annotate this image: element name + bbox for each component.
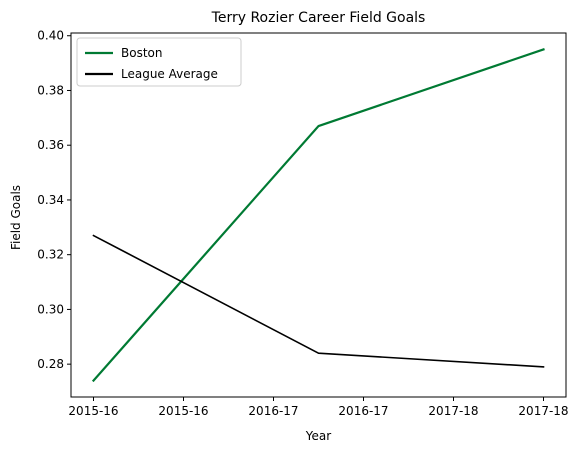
x-tick-label: 2015-16 — [68, 404, 118, 418]
x-axis-label: Year — [305, 429, 331, 443]
y-tick-label: 0.36 — [37, 138, 64, 152]
x-tick-label: 2016-17 — [338, 404, 388, 418]
legend-box — [76, 37, 242, 87]
x-tick-label: 2015-16 — [158, 404, 208, 418]
legend-label: Boston — [121, 46, 162, 60]
chart-title: Terry Rozier Career Field Goals — [211, 10, 426, 26]
plot-area: 2015-16 2015-16 2016-17 2016-17 2017-18 2017-… — [37, 29, 568, 418]
legend-label: League Average — [121, 67, 218, 81]
y-tick-label: 0.38 — [37, 83, 64, 97]
series-line-boston — [91, 48, 545, 383]
y-tick-label: 0.40 — [37, 29, 64, 43]
y-axis-label: Field Goals — [9, 185, 23, 250]
x-tick-label: 2016-17 — [248, 404, 298, 418]
series-line-league-average — [92, 234, 545, 368]
x-tick-label: 2017-18 — [428, 404, 478, 418]
plot-frame — [70, 32, 567, 398]
y-tick-label: 0.32 — [37, 248, 64, 262]
y-tick-label: 0.28 — [37, 357, 64, 371]
y-tick-label: 0.34 — [37, 193, 64, 207]
y-tick-label: 0.30 — [37, 302, 64, 316]
x-tick-label: 2017-18 — [518, 404, 568, 418]
